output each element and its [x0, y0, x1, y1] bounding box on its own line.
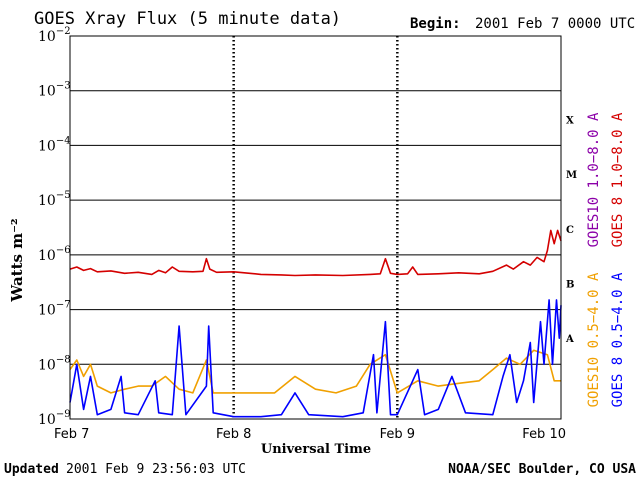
- begin-value: 2001 Feb 7 0000 UTC: [475, 16, 635, 32]
- flare-class-label: M: [566, 170, 577, 181]
- y-tick-label: 10−5: [38, 190, 71, 209]
- legend-item: GOES 8 1.0−8.0 A: [610, 112, 626, 247]
- updated-value: 2001 Feb 9 23:56:03 UTC: [66, 462, 246, 477]
- flare-class-label: X: [566, 115, 574, 126]
- flare-class-label: A: [565, 334, 574, 345]
- y-tick-label: 10−4: [38, 135, 71, 154]
- legend: GOES10 1.0−8.0 A GOES 8 1.0−8.0 A GOES10 0…: [586, 112, 626, 407]
- y-tick-label: 10−2: [38, 26, 71, 45]
- flare-class-label: B: [566, 279, 574, 290]
- chart-title: GOES Xray Flux (5 minute data): [34, 9, 341, 29]
- y-axis-label: Watts m⁻²: [8, 218, 26, 302]
- y-tick-label: 10−7: [38, 300, 71, 319]
- x-axis-label: Universal Time: [261, 442, 371, 457]
- legend-item: GOES10 0.5−4.0 A: [586, 272, 602, 407]
- legend-item: GOES10 1.0−8.0 A: [586, 112, 602, 247]
- y-axis-ticks: 10−2 10−3 10−4 10−5 10−6 10−7 10−8 10−9: [38, 26, 71, 428]
- y-tick-label: 10−8: [38, 354, 71, 373]
- flare-class-labels: X M C B A: [565, 115, 577, 345]
- x-tick-label: Feb 8: [216, 427, 251, 442]
- credit-text: NOAA/SEC Boulder, CO USA: [448, 462, 636, 477]
- y-tick-label: 10−6: [38, 245, 71, 264]
- y-tick-label: 10−9: [38, 409, 71, 428]
- series-line-goes-8-0-5-4-0-a: [69, 299, 562, 418]
- y-tick-label: 10−3: [38, 81, 71, 100]
- updated-label: Updated: [4, 462, 59, 477]
- x-axis-ticks: Feb 7 Feb 8 Feb 9 Feb 10: [54, 427, 566, 442]
- series-line-goes10-0-5-4-0-a: [69, 349, 561, 394]
- plot-frame: [69, 35, 562, 420]
- x-tick-label: Feb 9: [380, 427, 415, 442]
- data-series: [69, 229, 562, 418]
- series-line-goes-8-1-0-8-0-a: [69, 229, 562, 277]
- x-tick-label: Feb 7: [54, 427, 89, 442]
- begin-label: Begin:: [410, 16, 461, 32]
- plot-grid: [70, 35, 561, 420]
- legend-item: GOES 8 0.5−4.0 A: [610, 272, 626, 407]
- flare-class-label: C: [566, 225, 574, 236]
- x-tick-label: Feb 10: [522, 427, 566, 442]
